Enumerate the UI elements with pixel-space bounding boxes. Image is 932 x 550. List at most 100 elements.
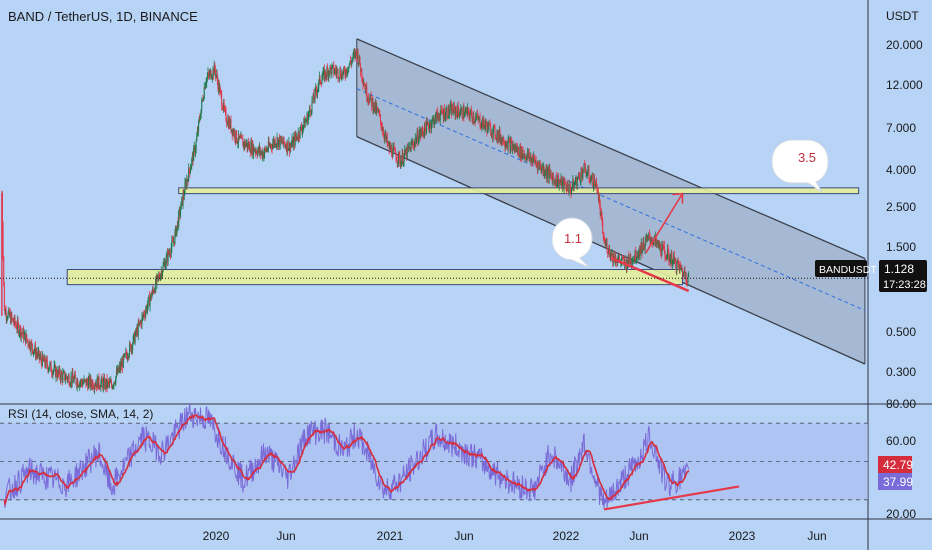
rsi-value: 42.79 xyxy=(883,458,913,472)
candle-body xyxy=(688,274,690,277)
time-axis[interactable]: 2020 Jun 2021 Jun 2022 Jun 2023 Jun xyxy=(203,529,827,543)
candle-body xyxy=(680,265,682,269)
candle-body xyxy=(528,152,530,158)
rsi-sma-value: 37.99 xyxy=(883,475,913,489)
candle-body xyxy=(424,122,426,136)
candle-body xyxy=(221,94,223,107)
candle-body xyxy=(358,56,360,63)
candle-body xyxy=(480,126,482,128)
candle-body xyxy=(687,276,689,282)
candle-body xyxy=(604,238,606,242)
candle-body xyxy=(557,177,559,184)
candle-body xyxy=(501,137,503,144)
candle-body xyxy=(297,138,299,140)
candle-body xyxy=(92,381,94,388)
candle-body xyxy=(406,146,408,158)
candle-body xyxy=(92,387,94,389)
candle-body xyxy=(258,147,260,153)
candle-body xyxy=(527,152,529,158)
candle-body xyxy=(228,119,230,128)
candle-body xyxy=(87,380,89,389)
candle-body xyxy=(456,112,458,118)
candle-body xyxy=(429,125,431,130)
candle-body xyxy=(220,90,222,95)
candle-body xyxy=(20,332,22,337)
support-zones[interactable] xyxy=(66,187,860,286)
candle-body xyxy=(393,146,395,148)
candle-body xyxy=(283,137,285,144)
candle-body xyxy=(591,178,593,180)
trend-drawings[interactable] xyxy=(611,192,690,293)
candle-body xyxy=(137,328,139,335)
candle-body xyxy=(285,146,287,148)
candle-body xyxy=(332,65,334,67)
candle-body xyxy=(427,123,429,127)
candle-body xyxy=(458,111,460,117)
candle-body xyxy=(105,380,107,388)
candle-body xyxy=(47,366,49,371)
candle-body xyxy=(570,189,572,194)
candle-body xyxy=(588,169,590,179)
candle-body xyxy=(346,69,348,74)
candle-body xyxy=(682,272,684,276)
candle-body xyxy=(559,181,561,183)
candle-body xyxy=(49,363,51,369)
candle-body xyxy=(350,60,352,63)
candle-body xyxy=(218,82,220,93)
candle-body xyxy=(636,255,638,260)
callout-1-1[interactable]: 1.1 xyxy=(551,217,593,269)
candle-body xyxy=(105,378,107,388)
candle-body xyxy=(676,261,678,263)
candle-body xyxy=(250,142,252,153)
candle-body xyxy=(488,123,490,131)
candle-body xyxy=(107,381,109,383)
candle-body xyxy=(115,370,117,377)
candle-body xyxy=(582,171,584,178)
candle-body xyxy=(305,120,307,122)
candle-body xyxy=(38,350,40,359)
candle-body xyxy=(29,341,31,349)
candle-body xyxy=(319,76,321,83)
candle-body xyxy=(576,176,578,186)
candle-body xyxy=(650,240,652,242)
candle-body xyxy=(467,108,469,115)
candle-body xyxy=(523,155,525,157)
rsi-axis[interactable]: 80.00 60.00 20.00 42.79 37.99 xyxy=(878,397,916,521)
candle-body xyxy=(305,121,307,122)
candle-body xyxy=(600,212,602,216)
candle-body xyxy=(497,131,499,141)
candle-body xyxy=(396,160,398,163)
candle-body xyxy=(388,143,390,145)
candle-body xyxy=(254,150,256,152)
symbol-price-tag[interactable]: BANDUSDT 1.128 17:23:28 xyxy=(815,260,927,292)
candle-body xyxy=(460,109,462,115)
candle-body xyxy=(518,147,520,156)
candle-body xyxy=(46,358,48,361)
candle-body xyxy=(535,161,537,164)
price-axis[interactable]: USDT 20.000 12.000 7.000 4.000 2.500 1.5… xyxy=(886,9,923,379)
candle-body xyxy=(33,350,35,352)
candle-body xyxy=(163,262,165,264)
callout-3-5[interactable]: 3.5 xyxy=(771,139,829,193)
candle-body xyxy=(242,138,244,147)
candle-body xyxy=(321,79,323,84)
candle-body xyxy=(63,371,65,373)
candle-body xyxy=(313,99,315,101)
callout-3-5-bubble xyxy=(771,139,829,193)
candle-body xyxy=(156,275,158,284)
candle-body xyxy=(680,264,682,266)
candle-body xyxy=(21,332,23,334)
candle-body xyxy=(51,373,53,375)
candle-body xyxy=(534,158,536,162)
candle-body xyxy=(631,263,633,264)
candle-body xyxy=(204,87,206,89)
candle-body xyxy=(678,264,680,266)
candle-body xyxy=(108,382,110,385)
candle-body xyxy=(196,130,198,137)
candle-body xyxy=(299,137,301,139)
candle-body xyxy=(72,378,74,383)
candle-body xyxy=(543,167,545,172)
candle-body xyxy=(312,94,314,102)
candle-body xyxy=(214,64,216,70)
